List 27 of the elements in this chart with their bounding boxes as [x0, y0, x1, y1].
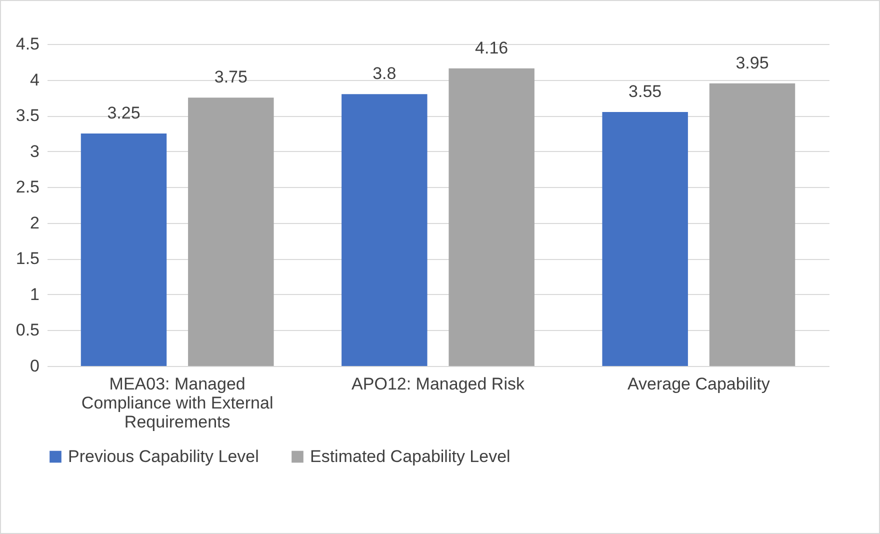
data-label: 3.8: [372, 64, 396, 84]
y-tick-label: 2.5: [16, 178, 40, 197]
x-tick-label: APO12: Managed Risk: [352, 374, 525, 394]
data-label: 3.25: [107, 103, 140, 122]
x-tick-label: Average Capability: [627, 374, 770, 394]
data-label: 3.95: [736, 53, 769, 72]
data-label: 3.75: [214, 68, 248, 87]
x-tick-label: MEA03: Managed Compliance with External Requirements: [81, 374, 274, 432]
bar: [448, 68, 534, 366]
y-tick-label: 1: [30, 284, 40, 304]
legend-label: Estimated Capability Level: [310, 446, 510, 466]
bar: [709, 83, 796, 366]
y-tick-label: 2: [30, 213, 40, 232]
legend-label: Previous Capability Level: [68, 446, 259, 466]
y-tick-label: 3.5: [16, 106, 40, 126]
data-label: 3.55: [628, 82, 662, 101]
y-tick-label: 0.5: [16, 320, 40, 340]
data-label: 4.16: [475, 38, 508, 58]
bar: [188, 98, 274, 366]
y-tick-label: 4: [30, 70, 40, 90]
bar: [602, 112, 688, 366]
y-tick-label: 0: [30, 356, 40, 376]
y-tick-label: 4.5: [16, 34, 40, 54]
bar: [342, 94, 428, 366]
y-tick-label: 3: [30, 142, 40, 161]
bar: [80, 133, 167, 366]
y-tick-label: 1.5: [16, 249, 40, 268]
